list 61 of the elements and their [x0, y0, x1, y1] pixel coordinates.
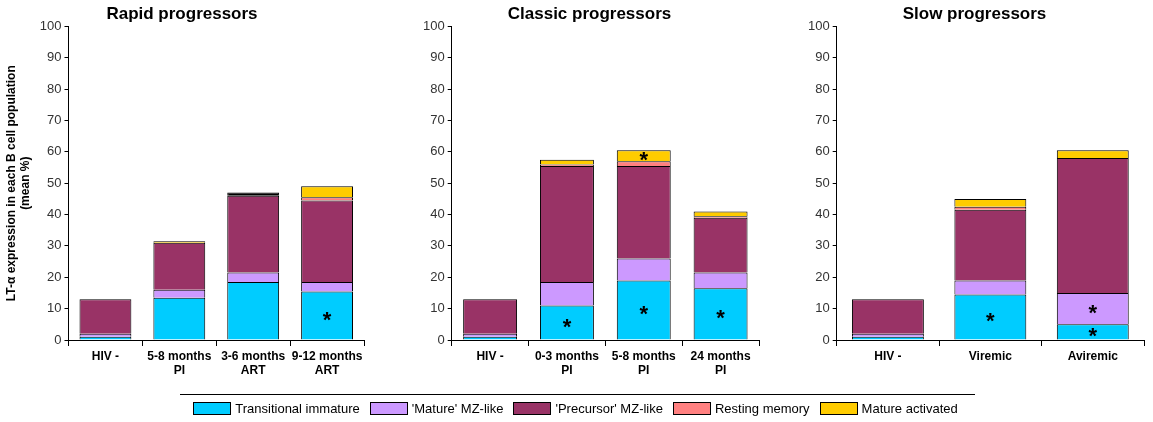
- y-tick-label: 20: [47, 268, 62, 284]
- x-tick-label: HIV -: [91, 348, 120, 363]
- y-tick-label: 100: [422, 17, 445, 33]
- x-tick-label: 24 months PI: [690, 348, 751, 377]
- y-tick-label: 60: [430, 143, 445, 159]
- legend-label: Transitional immature: [235, 401, 360, 416]
- legend-label: 'Precursor' MZ-like: [555, 401, 663, 416]
- y-tick-label: 80: [430, 80, 445, 96]
- x-tick-label: Aviremic: [1067, 348, 1119, 363]
- y-tick-label: 100: [807, 17, 830, 33]
- y-tick-label: 20: [815, 268, 830, 284]
- data-label: *: [639, 301, 649, 327]
- data-label: *: [322, 306, 332, 332]
- y-tick-label: 40: [430, 206, 445, 222]
- y-tick-label: 50: [430, 174, 445, 190]
- data-label: *: [1088, 322, 1098, 348]
- x-tick-label: HIV -: [476, 348, 504, 363]
- y-tick-label: 60: [47, 143, 62, 159]
- y-tick-label: 30: [47, 237, 62, 253]
- y-tick-label: 80: [47, 80, 62, 96]
- y-tick-label: 10: [430, 300, 445, 316]
- y-tick-label: 70: [815, 112, 830, 128]
- y-tick-label: 50: [815, 174, 830, 190]
- y-tick-label: 90: [47, 49, 62, 65]
- data-label: *: [1088, 299, 1098, 325]
- x-tick-label: Viremic: [968, 348, 1013, 363]
- y-tick-label: 40: [815, 206, 830, 222]
- data-label: *: [986, 308, 996, 334]
- x-tick-label: 5-8 months PI: [147, 348, 212, 377]
- y-tick-label: 40: [47, 206, 62, 222]
- data-label: *: [562, 313, 572, 339]
- y-axis-title: LT-α expression in each B cell population (mean %): [3, 65, 32, 302]
- y-tick-label: 70: [47, 112, 62, 128]
- legend-label: 'Mature' MZ-like: [411, 401, 504, 416]
- y-tick-label: 10: [47, 300, 62, 316]
- y-tick-label: 50: [47, 174, 62, 190]
- x-tick-label: 5-8 months PI: [611, 348, 677, 377]
- data-label: *: [716, 304, 726, 330]
- y-tick-label: 0: [437, 331, 445, 347]
- y-tick-label: 30: [430, 237, 445, 253]
- x-tick-label: HIV -: [874, 348, 902, 363]
- y-tick-label: 0: [54, 331, 62, 347]
- y-tick-label: 60: [815, 143, 830, 159]
- y-tick-label: 0: [822, 331, 830, 347]
- y-tick-label: 90: [430, 49, 445, 65]
- x-tick-label: 0-3 months PI: [534, 348, 600, 377]
- y-tick-label: 70: [430, 112, 445, 128]
- data-label: *: [639, 146, 649, 172]
- y-tick-label: 100: [39, 17, 62, 33]
- legend-label: Resting memory: [714, 401, 810, 416]
- y-tick-label: 10: [815, 300, 830, 316]
- chart-title: Classic progressors: [507, 3, 672, 23]
- y-tick-label: 20: [430, 268, 445, 284]
- chart-title: Rapid progressors: [106, 3, 258, 23]
- x-tick-label: 3-6 months ART: [221, 348, 286, 377]
- y-tick-label: 80: [815, 80, 830, 96]
- y-tick-label: 30: [815, 237, 830, 253]
- x-tick-label: 9-12 months ART: [291, 348, 363, 377]
- y-tick-label: 90: [815, 49, 830, 65]
- chart-title: Slow progressors: [902, 3, 1047, 23]
- legend-label: Mature activated: [861, 401, 958, 416]
